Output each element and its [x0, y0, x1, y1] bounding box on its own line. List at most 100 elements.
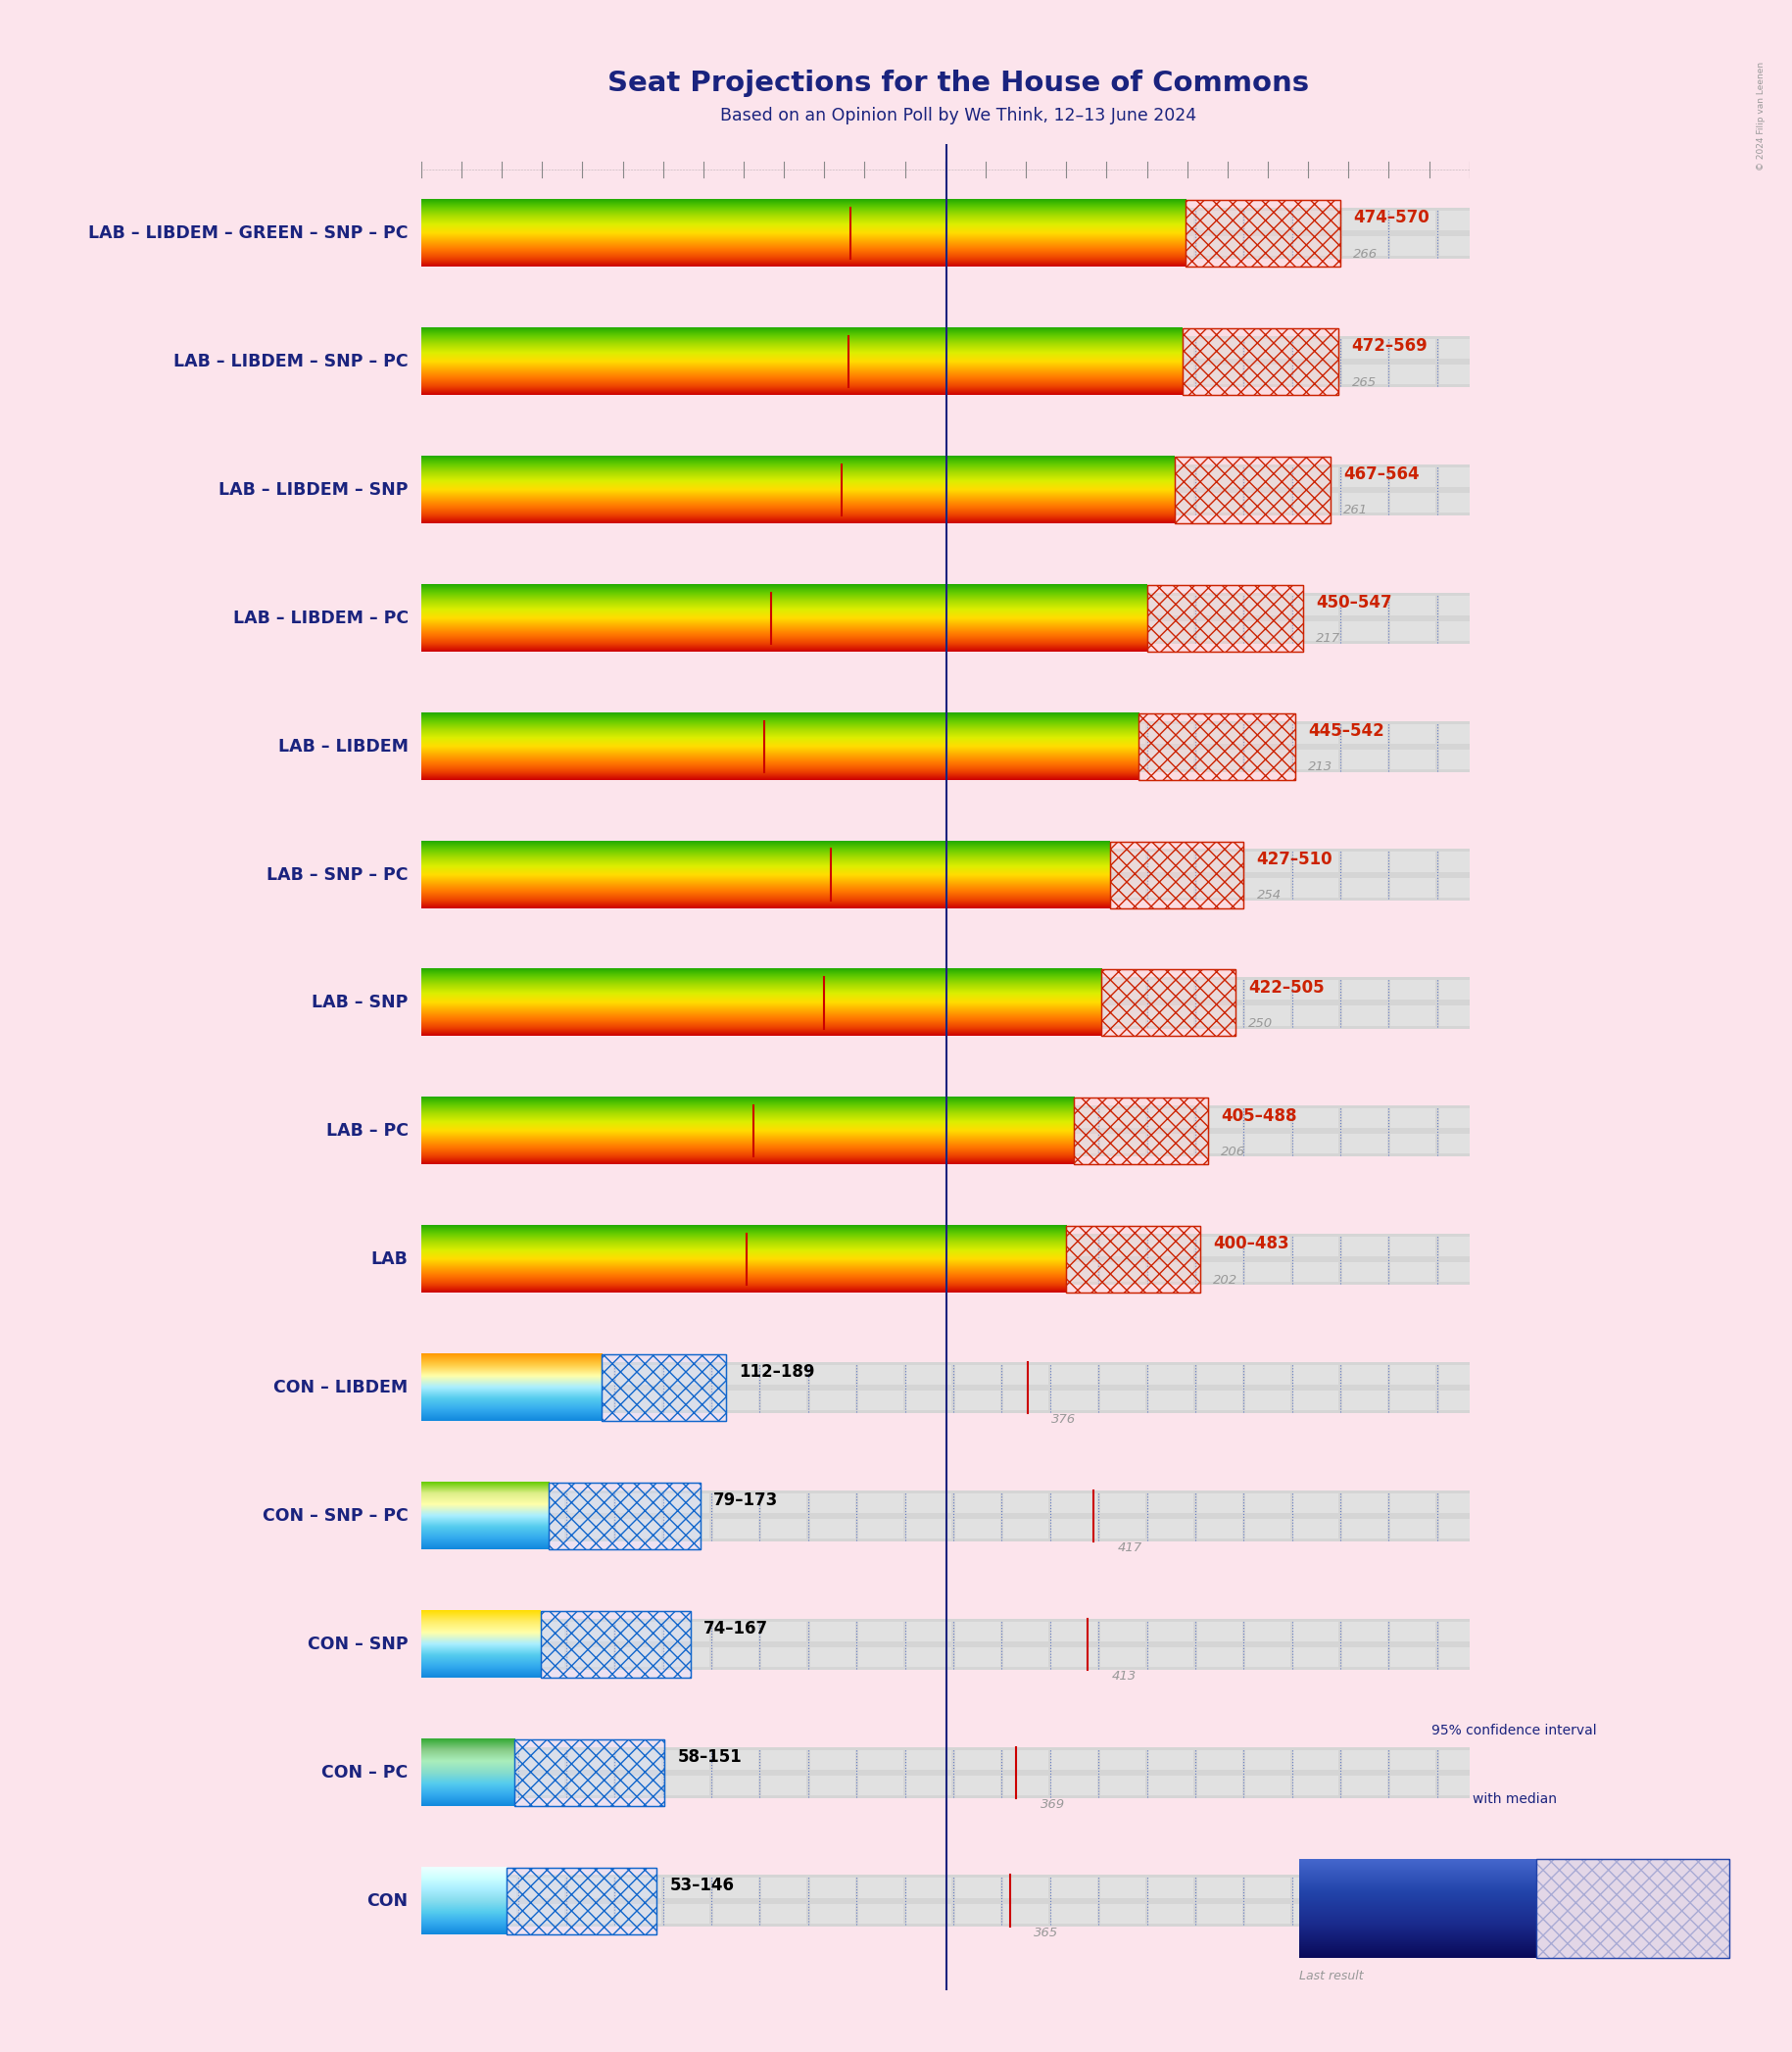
Bar	[421, 850, 1469, 901]
Bar	[1197, 724, 1242, 743]
Bar	[1100, 211, 1145, 230]
Bar	[616, 1391, 661, 1410]
Bar	[1245, 236, 1290, 256]
Bar	[1294, 1904, 1339, 1923]
Bar	[1052, 492, 1097, 513]
Bar	[713, 1262, 758, 1282]
Bar	[1342, 236, 1387, 256]
Bar	[1004, 339, 1048, 359]
Bar	[810, 1648, 855, 1666]
Bar	[858, 981, 903, 999]
Bar	[665, 1005, 710, 1026]
Bar	[1052, 981, 1097, 999]
Bar	[616, 1135, 661, 1153]
Bar	[1149, 1518, 1193, 1539]
Bar	[665, 981, 710, 999]
Bar	[1245, 852, 1290, 872]
Bar	[665, 724, 710, 743]
Bar	[548, 1482, 701, 1549]
Bar	[810, 468, 855, 486]
Bar	[1183, 328, 1339, 394]
Bar	[520, 622, 564, 640]
Bar	[713, 211, 758, 230]
Bar	[1147, 585, 1303, 650]
Bar	[471, 1904, 516, 1923]
Bar	[423, 1518, 468, 1539]
Bar	[858, 236, 903, 256]
Bar	[907, 468, 952, 486]
Bar	[955, 1750, 1000, 1769]
Bar	[421, 977, 1469, 1028]
Bar	[1100, 1365, 1145, 1385]
Bar	[858, 749, 903, 770]
Text: 376: 376	[1052, 1414, 1077, 1426]
Bar	[810, 1518, 855, 1539]
Text: 417: 417	[1118, 1541, 1143, 1553]
Bar	[1342, 1621, 1387, 1642]
Bar	[1102, 969, 1235, 1036]
Bar	[1294, 1494, 1339, 1512]
Bar	[665, 622, 710, 640]
Bar	[858, 1262, 903, 1282]
Bar	[1100, 468, 1145, 486]
Bar	[1439, 878, 1484, 897]
Bar	[1149, 1391, 1193, 1410]
Bar	[1149, 852, 1193, 872]
Bar	[568, 1621, 613, 1642]
Bar	[1197, 1005, 1242, 1026]
Bar	[616, 981, 661, 999]
Bar	[858, 211, 903, 230]
Bar	[1439, 1135, 1484, 1153]
Bar	[907, 1391, 952, 1410]
Bar	[1294, 365, 1339, 384]
Bar	[1052, 878, 1097, 897]
Bar	[1391, 749, 1435, 770]
Bar	[1197, 339, 1242, 359]
Bar	[423, 1750, 468, 1769]
Bar	[858, 492, 903, 513]
Bar	[665, 211, 710, 230]
Bar	[1004, 852, 1048, 872]
Bar	[1052, 749, 1097, 770]
Bar	[1342, 1135, 1387, 1153]
Bar	[1109, 841, 1244, 907]
Bar	[1197, 1750, 1242, 1769]
Bar	[471, 1365, 516, 1385]
Bar	[1100, 1621, 1145, 1642]
Bar	[907, 1878, 952, 1898]
Bar	[858, 365, 903, 384]
Bar	[810, 1391, 855, 1410]
Bar	[1245, 1237, 1290, 1256]
Bar	[1245, 1135, 1290, 1153]
Bar	[471, 1108, 516, 1129]
Bar	[423, 1494, 468, 1512]
Bar	[1100, 1237, 1145, 1256]
Bar	[1100, 622, 1145, 640]
Bar	[1391, 339, 1435, 359]
Bar	[858, 595, 903, 616]
Bar	[1004, 1237, 1048, 1256]
Text: 365: 365	[1034, 1927, 1059, 1939]
Text: CON – SNP: CON – SNP	[308, 1635, 409, 1654]
Bar	[1391, 981, 1435, 999]
Bar	[955, 1108, 1000, 1129]
Bar	[1439, 749, 1484, 770]
Bar	[1342, 1391, 1387, 1410]
Bar	[858, 1775, 903, 1796]
Text: 58–151: 58–151	[677, 1748, 742, 1767]
Bar	[616, 468, 661, 486]
Bar	[1245, 878, 1290, 897]
Bar	[471, 211, 516, 230]
Bar	[1342, 1494, 1387, 1512]
Text: LAB – SNP – PC: LAB – SNP – PC	[267, 866, 409, 884]
Bar	[471, 749, 516, 770]
Bar	[858, 1878, 903, 1898]
Bar	[713, 236, 758, 256]
Bar	[1004, 1005, 1048, 1026]
Bar	[541, 1611, 690, 1679]
Bar	[1391, 1518, 1435, 1539]
Bar	[568, 1648, 613, 1666]
Bar	[471, 1878, 516, 1898]
Bar	[471, 878, 516, 897]
Bar	[1245, 211, 1290, 230]
